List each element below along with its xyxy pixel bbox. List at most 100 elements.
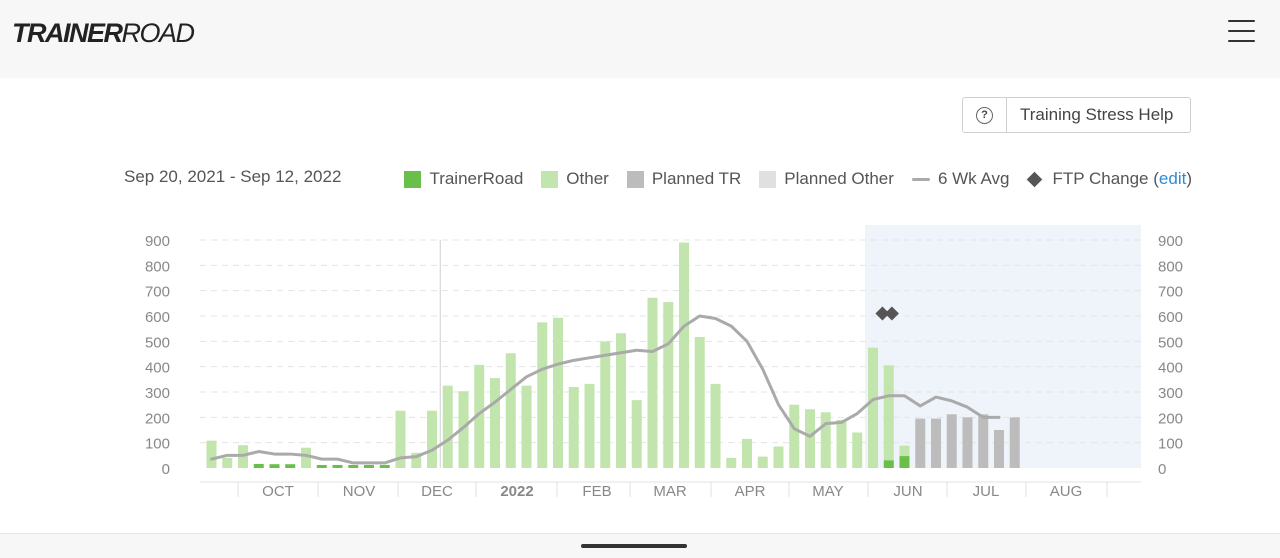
bar-other bbox=[395, 410, 406, 468]
bar-planned-tr bbox=[1009, 417, 1020, 468]
bar-other bbox=[521, 385, 532, 468]
legend-ftp-change: FTP Change (edit) bbox=[1027, 169, 1192, 189]
y-tick-left: 100 bbox=[145, 436, 170, 453]
bar-trainerroad bbox=[269, 464, 280, 468]
x-month-label: DEC bbox=[421, 483, 453, 500]
other-swatch bbox=[541, 170, 559, 188]
x-month-label: APR bbox=[735, 483, 766, 500]
y-tick-left: 0 bbox=[162, 461, 170, 478]
y-tick-right: 800 bbox=[1158, 258, 1183, 275]
bar-other bbox=[411, 452, 422, 468]
x-month-label: NOV bbox=[343, 483, 376, 500]
legend-trainerroad[interactable]: TrainerRoad bbox=[404, 169, 523, 189]
bar-other bbox=[505, 353, 516, 468]
y-tick-right: 0 bbox=[1158, 461, 1166, 478]
ftp-edit-link[interactable]: edit bbox=[1158, 169, 1187, 188]
help-icon-box: ? bbox=[963, 98, 1007, 132]
bar-trainerroad bbox=[899, 456, 910, 468]
bar-trainerroad bbox=[348, 464, 359, 468]
x-month-label: AUG bbox=[1050, 483, 1083, 500]
bar-trainerroad bbox=[332, 464, 343, 468]
bar-other bbox=[805, 409, 815, 468]
bar-planned-tr bbox=[994, 430, 1004, 468]
menu-bar-middle bbox=[1228, 30, 1255, 32]
bar-other bbox=[663, 302, 674, 468]
bar-other bbox=[742, 438, 752, 468]
y-tick-left: 500 bbox=[145, 334, 170, 351]
y-tick-right: 500 bbox=[1158, 334, 1183, 351]
legend-planned-other[interactable]: Planned Other bbox=[759, 169, 894, 189]
bar-other bbox=[694, 337, 705, 468]
bar-other bbox=[442, 385, 453, 468]
bar-planned-tr bbox=[962, 417, 973, 468]
bar-other bbox=[222, 457, 233, 468]
bar-other bbox=[647, 297, 658, 468]
bar-other bbox=[568, 386, 579, 468]
training-stress-help-button[interactable]: ? Training Stress Help bbox=[962, 97, 1191, 133]
date-range: Sep 20, 2021 - Sep 12, 2022 bbox=[124, 167, 342, 186]
menu-bar-top bbox=[1228, 20, 1255, 22]
bar-planned-tr bbox=[915, 418, 926, 468]
x-month-label: 2022 bbox=[500, 483, 533, 500]
y-tick-left: 200 bbox=[145, 410, 170, 427]
legend-planned-tr[interactable]: Planned TR bbox=[626, 169, 741, 189]
y-tick-left: 600 bbox=[145, 309, 170, 326]
bar-other bbox=[836, 419, 847, 468]
question-circle-icon: ? bbox=[976, 106, 993, 124]
x-month-label: JUL bbox=[973, 483, 1000, 500]
bar-other bbox=[679, 242, 689, 468]
y-tick-left: 300 bbox=[145, 385, 170, 402]
y-tick-left: 400 bbox=[145, 360, 170, 377]
top-bar: TRAINERROAD bbox=[0, 0, 1280, 78]
ftp-diamond-icon bbox=[1027, 171, 1043, 187]
bar-other bbox=[553, 317, 563, 468]
bar-other bbox=[584, 383, 595, 468]
legend-other-label: Other bbox=[566, 169, 609, 188]
chart-legend: TrainerRoad Other Planned TR Planned Oth… bbox=[386, 169, 1192, 189]
y-tick-right: 300 bbox=[1158, 385, 1183, 402]
legend-other[interactable]: Other bbox=[541, 169, 609, 189]
x-month-label: MAY bbox=[812, 483, 843, 500]
x-month-label: FEB bbox=[582, 483, 611, 500]
hamburger-menu-icon[interactable] bbox=[1226, 18, 1258, 46]
bar-other bbox=[820, 412, 831, 468]
bar-trainerroad bbox=[379, 464, 390, 468]
bar-other bbox=[490, 378, 500, 468]
planned-tr-swatch bbox=[626, 170, 644, 188]
y-tick-left: 700 bbox=[145, 284, 170, 301]
trainerroad-swatch bbox=[404, 170, 422, 188]
bar-other bbox=[726, 457, 737, 468]
menu-bar-bottom bbox=[1228, 40, 1255, 42]
bar-other bbox=[537, 322, 548, 468]
bar-planned-tr bbox=[946, 414, 957, 468]
bar-other bbox=[600, 341, 611, 468]
legend-avg-label: 6 Wk Avg bbox=[937, 169, 1010, 188]
bar-trainerroad bbox=[253, 463, 264, 468]
bar-trainerroad bbox=[364, 464, 374, 468]
ftp-change-marker bbox=[875, 306, 890, 321]
avg-line-swatch bbox=[911, 177, 930, 181]
y-tick-right: 700 bbox=[1158, 284, 1183, 301]
y-tick-right: 200 bbox=[1158, 410, 1183, 427]
x-month-label: OCT bbox=[262, 483, 294, 500]
bar-other bbox=[883, 365, 894, 468]
six-wk-avg-line bbox=[210, 314, 1001, 465]
y-tick-left: 900 bbox=[145, 233, 170, 250]
bar-other bbox=[710, 383, 721, 468]
legend-close-paren: ) bbox=[1186, 169, 1192, 188]
bar-planned-tr bbox=[978, 414, 989, 468]
x-month-label: JUN bbox=[893, 483, 922, 500]
bar-other bbox=[757, 456, 768, 468]
bar-other bbox=[301, 447, 311, 468]
legend-6wk-avg[interactable]: 6 Wk Avg bbox=[911, 169, 1010, 189]
y-tick-right: 600 bbox=[1158, 309, 1183, 326]
y-tick-right: 400 bbox=[1158, 360, 1183, 377]
bar-other bbox=[427, 410, 437, 468]
bar-other bbox=[789, 404, 800, 468]
training-stress-chart: 0 0 100 100 200 200 300 300 400 400 500 500 600 600 70… bbox=[145, 225, 1183, 500]
planned-other-swatch bbox=[759, 170, 777, 188]
trainerroad-logo[interactable]: TRAINERROAD bbox=[12, 18, 195, 48]
y-tick-left: 800 bbox=[145, 258, 170, 275]
bar-other bbox=[852, 432, 863, 468]
bar-other bbox=[868, 347, 878, 468]
